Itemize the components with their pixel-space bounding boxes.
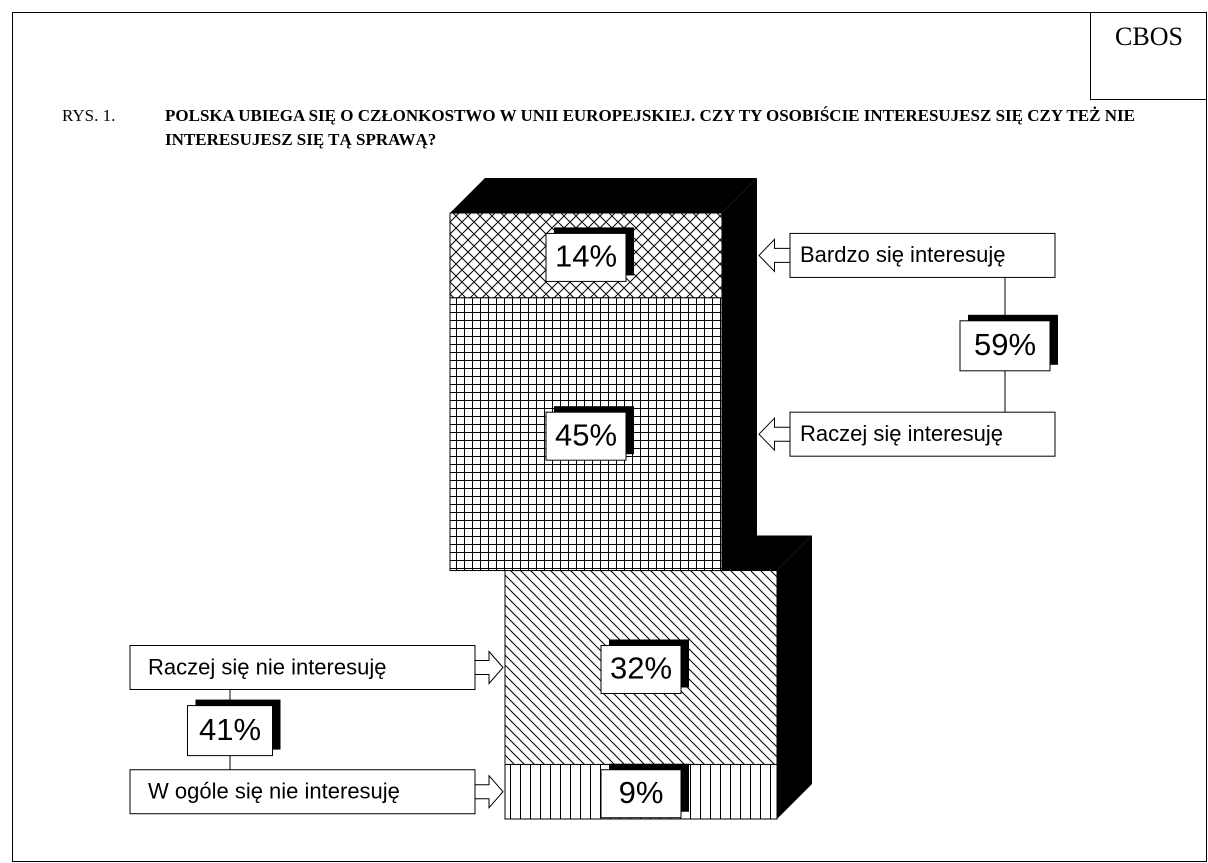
bar-side	[722, 178, 757, 571]
arrow	[474, 774, 504, 810]
frame	[12, 12, 1207, 862]
total-label: 59%	[974, 327, 1036, 362]
arrow	[474, 650, 504, 685]
category-label: Bardzo się interesuję	[800, 242, 1005, 267]
category-label: Raczej się nie interesuję	[148, 654, 386, 679]
arrow	[758, 238, 791, 273]
bar-top	[450, 178, 757, 213]
bar-side	[777, 535, 812, 819]
value-label: 45%	[555, 417, 617, 452]
category-box	[789, 411, 1056, 457]
total-box	[187, 705, 273, 757]
value-box	[600, 645, 682, 694]
value-label: 14%	[555, 239, 617, 274]
arrow	[758, 416, 791, 452]
value-box	[545, 411, 627, 461]
chart-title: POLSKA UBIEGA SIĘ O CZŁONKOSTWO W UNII E…	[165, 106, 1135, 149]
category-box	[129, 645, 476, 690]
category-label: Raczej się interesuję	[800, 421, 1003, 446]
value-box	[545, 232, 627, 282]
total-box	[959, 320, 1051, 372]
source: CBOS	[1090, 12, 1207, 100]
total-label: 41%	[199, 712, 261, 747]
category-box	[129, 769, 476, 815]
figure-label: RYS. 1.	[62, 106, 116, 125]
value-box	[600, 769, 682, 819]
value-label: 9%	[619, 775, 664, 810]
category-label: W ogóle się nie interesuję	[148, 779, 400, 804]
value-label: 32%	[610, 651, 672, 686]
